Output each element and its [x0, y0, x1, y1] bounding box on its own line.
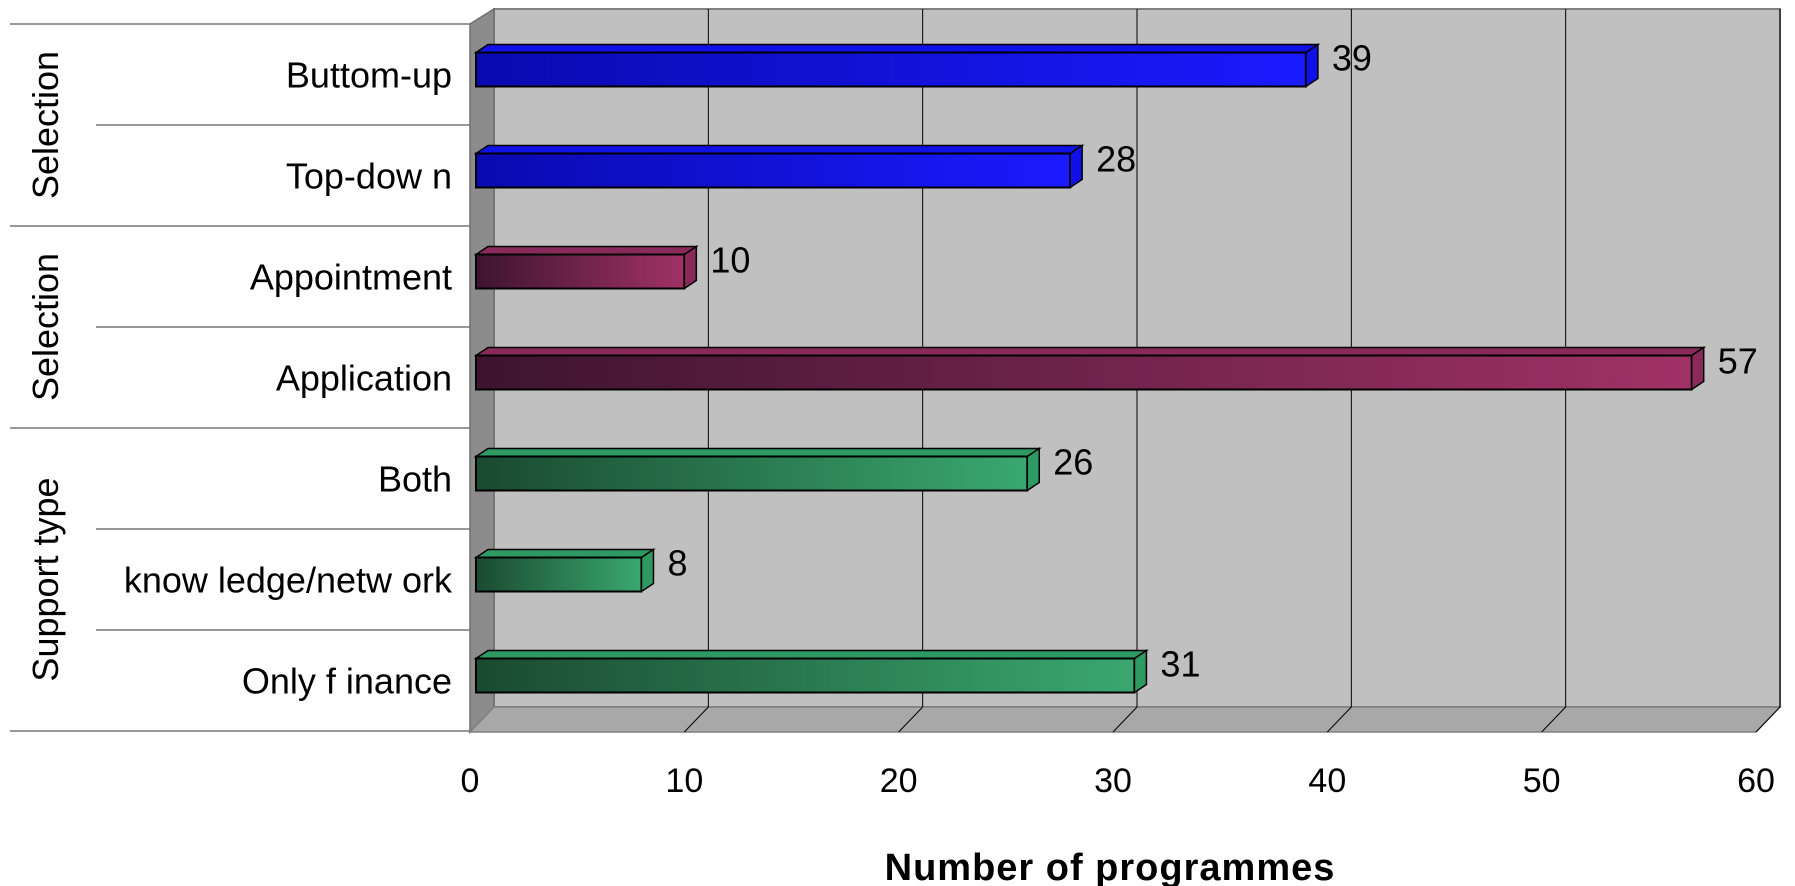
bar-end-face	[640, 548, 655, 593]
bar	[473, 649, 1149, 694]
group-label: Support type	[25, 477, 66, 681]
bar-front-face	[475, 152, 1072, 189]
bar-front-face	[475, 556, 643, 593]
gridline-floor	[898, 706, 924, 733]
bar	[473, 43, 1321, 88]
gridline-floor	[683, 706, 709, 733]
category-labels: Buttom-up Top-dow n Appointment Application…	[10, 23, 470, 732]
category-label: Only f inance	[242, 661, 452, 702]
bar-front-face	[475, 455, 1029, 492]
x-tick-label: 30	[1094, 762, 1132, 800]
bar-end-face	[1026, 447, 1041, 492]
bar-front-face	[475, 253, 686, 290]
data-label: 8	[667, 543, 687, 584]
x-axis-title: Number of programmes	[885, 847, 1336, 886]
category-label: Application	[276, 358, 452, 399]
value-labels: 39 28 10 57 26 8 31	[667, 38, 1757, 685]
gridline-floor	[1541, 706, 1567, 733]
group-labels: Selection Selection Support type	[25, 51, 66, 682]
x-tick-label: 10	[665, 762, 703, 800]
bar-end-face	[1305, 43, 1319, 88]
x-tick-label: 50	[1523, 762, 1561, 800]
x-axis-tick-labels: 0 10 20 30 40 50 60	[461, 762, 1775, 800]
bar-end-face	[1690, 346, 1705, 391]
group-label: Selection	[25, 253, 66, 401]
bar-front-face	[475, 51, 1307, 88]
gridline-floor	[1755, 706, 1781, 733]
category-label: Top-dow n	[286, 156, 452, 197]
x-tick-label: 60	[1737, 762, 1775, 800]
bar-top-face	[473, 245, 699, 256]
bar-front-face	[475, 354, 1693, 391]
category-label: know ledge/netw ork	[124, 560, 453, 601]
gridline-floor	[1112, 706, 1138, 733]
bar-top-face	[473, 43, 1321, 54]
bar-end-face	[1069, 144, 1083, 189]
group-label: Selection	[25, 51, 66, 199]
data-label: 39	[1332, 38, 1372, 79]
bar	[473, 447, 1042, 492]
category-label: Appointment	[250, 257, 452, 298]
bar	[473, 245, 699, 290]
x-tick-label: 40	[1308, 762, 1346, 800]
bar-top-face	[473, 144, 1085, 155]
bar-front-face	[475, 657, 1136, 694]
category-label: Buttom-up	[286, 55, 452, 96]
bar	[473, 548, 656, 593]
bar-end-face	[683, 245, 698, 290]
bar-top-face	[473, 346, 1707, 357]
data-label: 31	[1160, 644, 1200, 685]
bar	[473, 144, 1085, 189]
x-tick-label: 20	[880, 762, 918, 800]
gridline-floor	[1326, 706, 1352, 733]
data-label: 57	[1718, 341, 1758, 382]
bar-top-face	[473, 649, 1149, 660]
bar-top-face	[473, 447, 1042, 458]
data-label: 28	[1096, 139, 1136, 180]
bar-end-face	[1133, 649, 1148, 694]
data-label: 26	[1053, 442, 1093, 483]
category-label: Both	[378, 459, 452, 500]
data-label: 10	[710, 240, 750, 281]
x-tick-label: 0	[461, 762, 480, 800]
bars	[473, 43, 1707, 694]
bar	[473, 346, 1707, 391]
bar-top-face	[473, 548, 656, 559]
